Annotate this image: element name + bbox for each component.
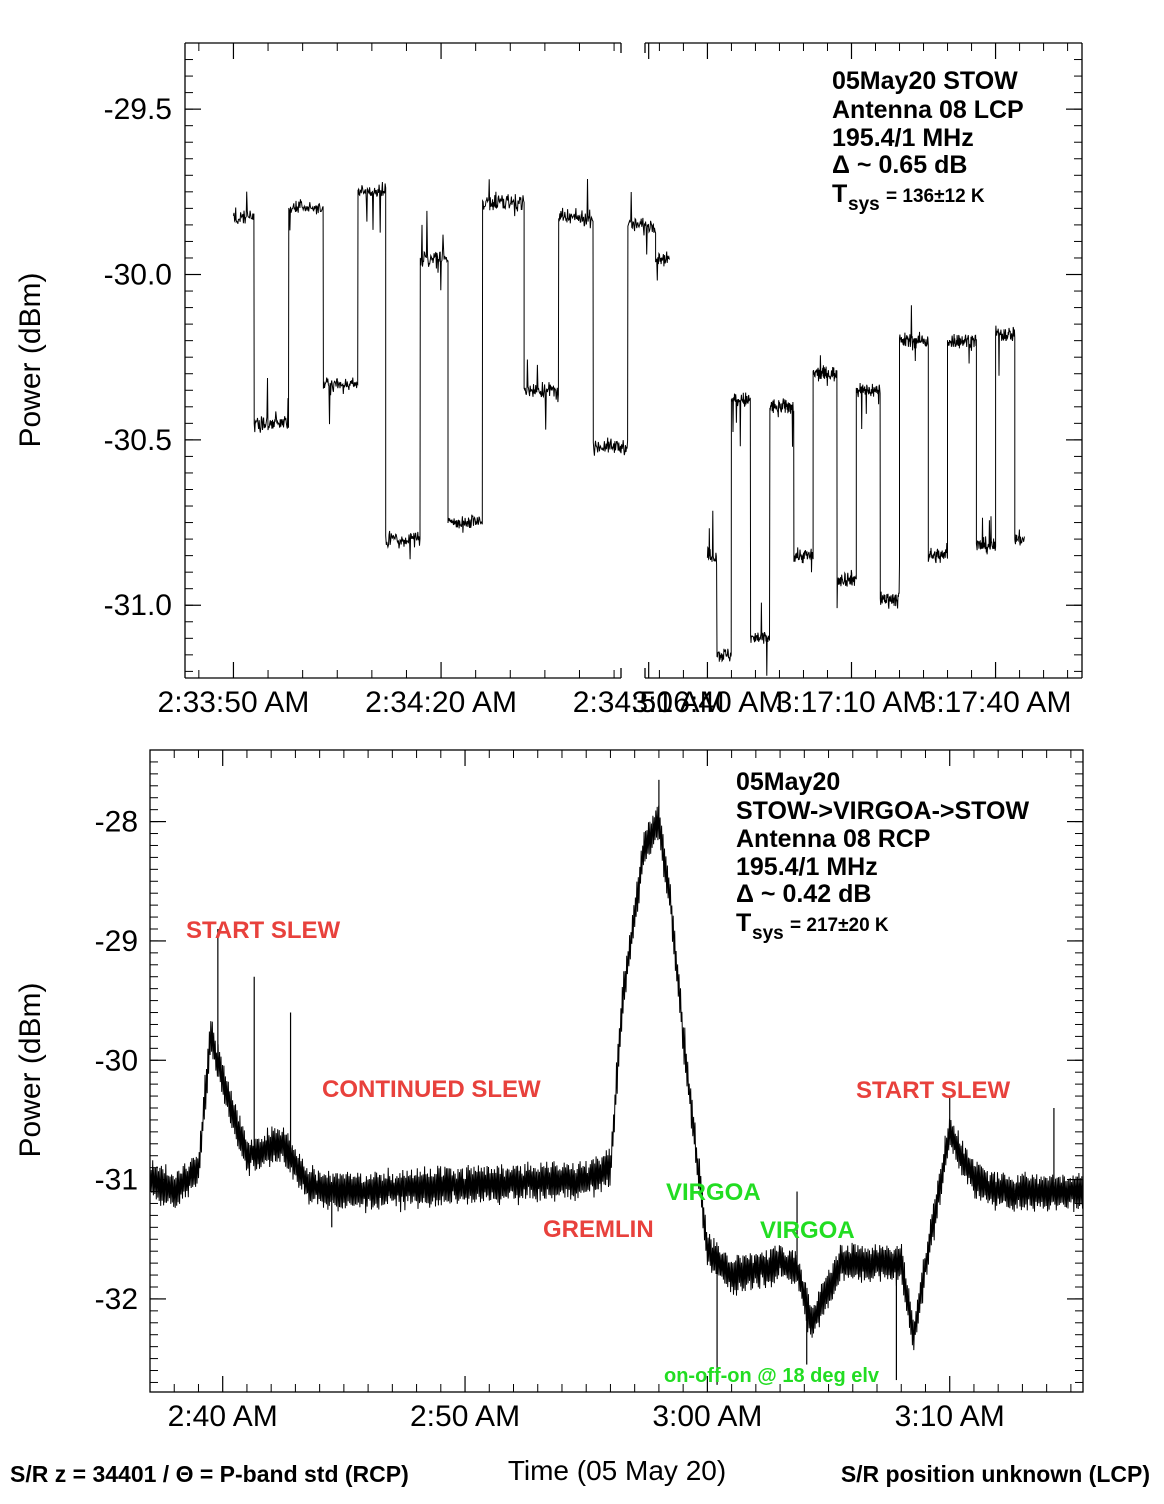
bottom-annotations: START SLEW CONTINUED SLEW GREMLIN VIRGOA…: [186, 917, 1011, 1387]
bottom-ytick-label: -29: [95, 925, 138, 958]
top-y-ticks: -29.5 -30.0 -30.5 -31.0: [104, 59, 1082, 672]
bottom-tsys-symbol: T: [736, 909, 751, 937]
top-info-line3: 195.4/1 MHz: [832, 124, 974, 152]
top-y-axis-label: Power (dBm): [14, 272, 47, 447]
bottom-x-ticks: 2:40 AM 2:50 AM 3:00 AM 3:10 AM: [168, 750, 1072, 1433]
top-tsys-subscript: sys: [848, 194, 880, 215]
top-xtick-label: 2:34:50 AM: [573, 686, 725, 719]
top-ytick-label: -30.0: [104, 259, 172, 292]
top-xtick-label: 2:34:20 AM: [365, 686, 517, 719]
footer-left: S/R z = 34401 / Θ = P-band std (RCP): [10, 1461, 409, 1487]
annotation-start-slew-2: START SLEW: [856, 1077, 1011, 1104]
footer-right: S/R position unknown (LCP): [841, 1461, 1150, 1487]
top-ytick-label: -31.0: [104, 589, 172, 622]
bottom-xtick-label: 2:40 AM: [168, 1400, 278, 1433]
bottom-info-line4: 195.4/1 MHz: [736, 853, 878, 881]
top-x-ticks: 2:33:50 AM 2:34:20 AM 2:34:50 AM3:16:40 AM…: [158, 43, 1072, 719]
bottom-trace-group: [150, 779, 1083, 1385]
bottom-plot-frame: [149, 749, 1084, 1393]
top-trace-segment-2: [706, 305, 1025, 676]
bottom-x-axis-title: Time (05 May 20): [508, 1455, 726, 1486]
annotation-virgoa-2: VIRGOA: [760, 1217, 855, 1244]
bottom-xtick-label: 2:50 AM: [410, 1400, 520, 1433]
bottom-xtick-label: 3:00 AM: [652, 1400, 762, 1433]
bottom-y-axis-label: Power (dBm): [14, 982, 47, 1157]
top-ytick-label: -30.5: [104, 424, 172, 457]
bottom-tsys-subscript: sys: [752, 923, 784, 944]
bottom-y-ticks: -28 -29 -30 -31 -32: [95, 761, 1083, 1383]
annotation-start-slew-1: START SLEW: [186, 917, 341, 944]
top-tsys-value: = 136±12 K: [886, 186, 985, 207]
top-info-box: 05May20 STOW Antenna 08 LCP 195.4/1 MHz …: [832, 67, 1024, 215]
annotation-continued-slew: CONTINUED SLEW: [322, 1076, 541, 1103]
bottom-info-line1: 05May20: [736, 768, 840, 796]
bottom-xtick-label: 3:10 AM: [895, 1400, 1005, 1433]
bottom-info-line5: Δ ~ 0.42 dB: [736, 880, 871, 908]
bottom-ytick-label: -31: [95, 1164, 138, 1197]
top-info-line1: 05May20 STOW: [832, 67, 1018, 95]
top-info-line2: Antenna 08 LCP: [832, 96, 1024, 124]
bottom-panel: -28 -29 -30 -31 -32 2:40 AM 2:50 AM 3:00 AM 3:1…: [14, 749, 1084, 1486]
bottom-trace-line: [150, 805, 1083, 1351]
top-tsys-symbol: T: [832, 180, 847, 208]
bottom-ytick-label: -28: [95, 806, 138, 839]
top-xtick-label: 3:16:40 AM: [632, 686, 784, 719]
top-info-line4: Δ ~ 0.65 dB: [832, 151, 967, 179]
bottom-tsys-value: = 217±20 K: [790, 915, 889, 936]
bottom-ytick-label: -30: [95, 1044, 138, 1077]
annotation-gremlin: GREMLIN: [543, 1216, 654, 1243]
bottom-info-line3: Antenna 08 RCP: [736, 825, 930, 853]
top-ytick-label: -29.5: [104, 93, 172, 126]
bottom-info-line2: STOW->VIRGOA->STOW: [736, 797, 1029, 825]
top-trace-group: [232, 178, 1025, 676]
bottom-ytick-label: -32: [95, 1283, 138, 1316]
top-xtick-label: 2:33:50 AM: [158, 686, 310, 719]
top-panel: -29.5 -30.0 -30.5 -31.0 2:33:50 AM 2:34:20 A…: [14, 42, 1083, 719]
annotation-on-off-on: on-off-on @ 18 deg elv: [664, 1365, 880, 1387]
annotation-virgoa-1: VIRGOA: [666, 1179, 761, 1206]
top-trace-segment-1: [232, 178, 670, 560]
top-xtick-label: 3:17:40 AM: [920, 686, 1072, 719]
top-xtick-label: 3:17:10 AM: [776, 686, 928, 719]
bottom-info-box: 05May20 STOW->VIRGOA->STOW Antenna 08 RC…: [736, 768, 1029, 944]
